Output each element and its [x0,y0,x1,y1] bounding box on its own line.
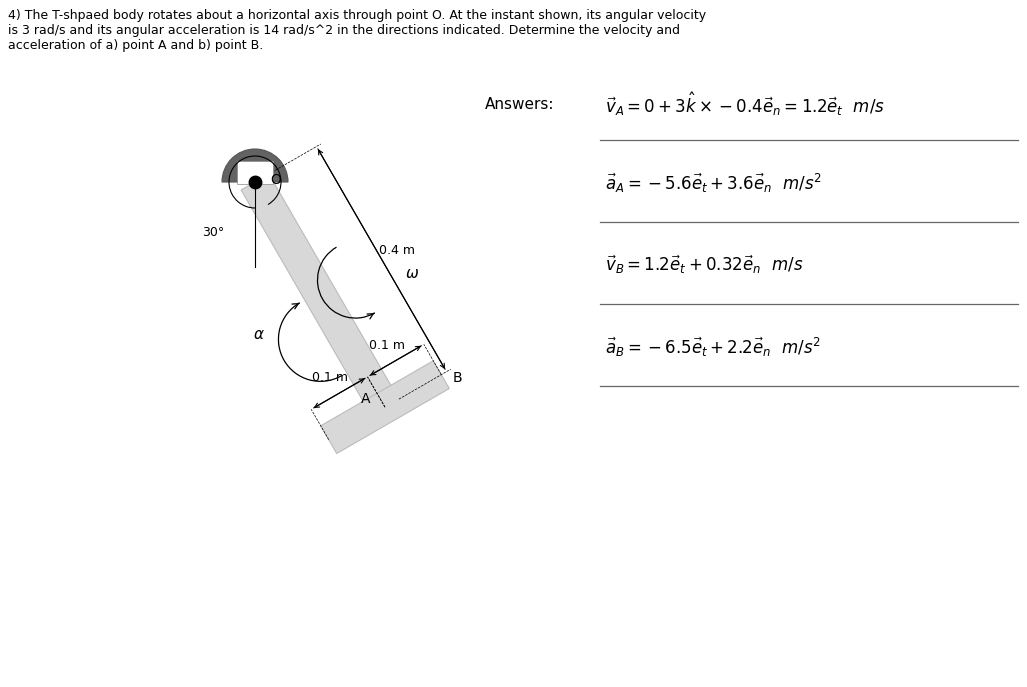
Text: $\vec{a}_{A} = -5.6\vec{e}_{t} + 3.6\vec{e}_{n}\ \ m/s^{2}$: $\vec{a}_{A} = -5.6\vec{e}_{t} + 3.6\vec… [605,172,822,195]
Text: 0.4 m: 0.4 m [379,244,415,256]
Text: $\vec{v}_{B} = 1.2\vec{e}_{t} + 0.32\vec{e}_{n}\ \ m/s$: $\vec{v}_{B} = 1.2\vec{e}_{t} + 0.32\vec… [605,254,803,276]
Text: 30°: 30° [202,225,224,238]
Wedge shape [222,149,288,182]
Text: O: O [270,173,280,187]
Text: ω: ω [406,266,418,280]
Text: Answers:: Answers: [485,97,555,112]
Text: B: B [453,371,463,385]
Text: $\vec{v}_{A} = 0 + 3\hat{k} \times -0.4\vec{e}_{n} = 1.2\vec{e}_{t}\ \ m/s$: $\vec{v}_{A} = 0 + 3\hat{k} \times -0.4\… [605,90,885,117]
Text: α: α [254,327,264,342]
Polygon shape [320,361,449,453]
Polygon shape [241,174,398,415]
Text: 4) The T-shpaed body rotates about a horizontal axis through point O. At the ins: 4) The T-shpaed body rotates about a hor… [8,9,707,52]
Text: 0.1 m: 0.1 m [312,371,348,384]
Polygon shape [237,161,272,184]
Text: A: A [362,392,371,406]
Text: $\vec{a}_{B} = -6.5\vec{e}_{t} + 2.2\vec{e}_{n}\ \ m/s^{2}$: $\vec{a}_{B} = -6.5\vec{e}_{t} + 2.2\vec… [605,336,822,359]
Text: 0.1 m: 0.1 m [369,339,405,352]
